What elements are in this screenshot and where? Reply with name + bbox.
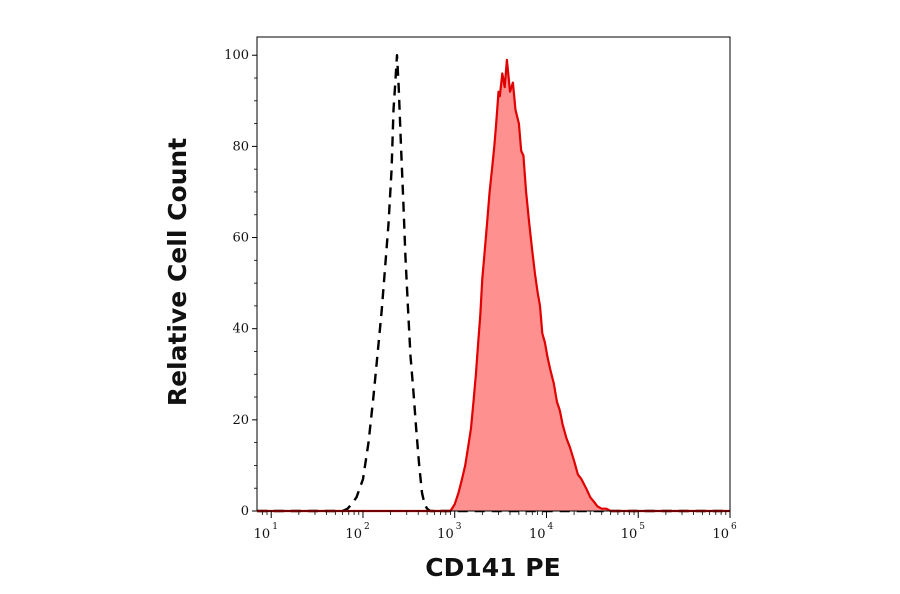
y-tick-label: 0 xyxy=(241,504,249,519)
x-tick-exponent: 4 xyxy=(547,522,553,532)
x-axis-title: CD141 PE xyxy=(425,553,560,582)
y-axis: 0 20 40 60 80 100 xyxy=(224,48,257,519)
x-tick-exponent: 3 xyxy=(456,522,462,532)
x-tick-label: 10 xyxy=(529,527,546,542)
x-tick-exponent: 1 xyxy=(272,522,278,532)
x-tick-label: 10 xyxy=(712,527,729,542)
x-tick-label: 10 xyxy=(621,527,638,542)
x-tick-exponent: 6 xyxy=(731,522,737,532)
x-tick-label: 10 xyxy=(254,527,271,542)
stained-histogram-fill xyxy=(257,59,730,512)
x-tick-label: 10 xyxy=(437,527,454,542)
y-axis-title: Relative Cell Count xyxy=(163,138,192,406)
control-histogram-line xyxy=(257,54,730,513)
plot-frame xyxy=(256,36,731,512)
y-tick-label: 40 xyxy=(232,322,249,337)
y-tick-label: 60 xyxy=(232,231,249,246)
x-tick-exponent: 2 xyxy=(364,522,370,532)
x-tick-exponent: 5 xyxy=(639,522,645,532)
y-tick-label: 80 xyxy=(232,139,249,154)
x-tick-label: 10 xyxy=(345,527,362,542)
y-tick-label: 20 xyxy=(232,413,249,428)
stained-histogram-line xyxy=(257,58,730,513)
y-tick-label: 100 xyxy=(224,48,249,63)
plot-area xyxy=(257,54,730,513)
x-axis: 10 1 10 2 10 3 10 4 10 5 10 6 xyxy=(254,511,737,542)
